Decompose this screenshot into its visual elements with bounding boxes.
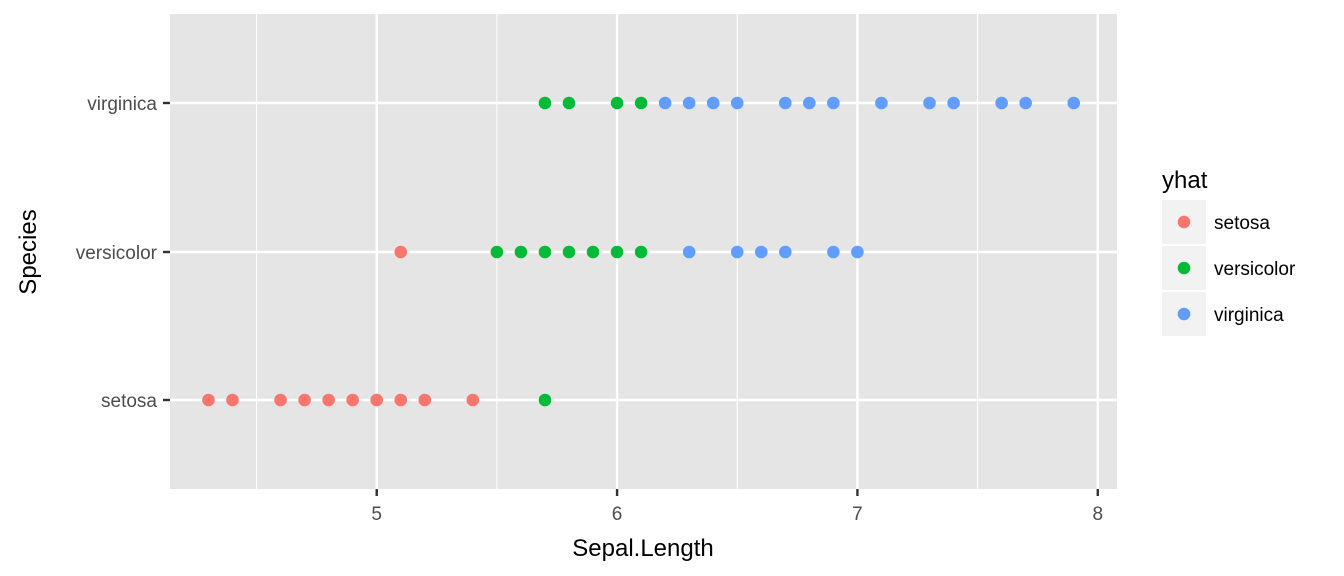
y-axis-title: Species	[15, 209, 42, 294]
data-point-versicolor	[610, 245, 624, 259]
data-point-virginica	[682, 96, 696, 110]
data-point-virginica	[875, 96, 888, 110]
data-points	[202, 96, 1081, 407]
data-point-setosa	[370, 393, 384, 407]
legend-swatch-virginica	[1177, 307, 1191, 321]
data-point-virginica	[754, 245, 768, 259]
axis-ticks: 5 6 7 8 setosa versicolor virginica	[76, 94, 1103, 525]
data-point-setosa	[418, 393, 432, 407]
data-point-virginica	[851, 245, 864, 259]
data-point-virginica	[995, 96, 1008, 110]
x-tick-label: 7	[852, 504, 863, 525]
legend: yhat setosa versicolor virginica	[1162, 167, 1296, 336]
legend-label-versicolor: versicolor	[1214, 259, 1296, 280]
y-tick-label-setosa: setosa	[101, 391, 157, 412]
data-point-virginica	[682, 245, 696, 259]
data-point-virginica	[827, 96, 840, 110]
legend-label-virginica: virginica	[1214, 305, 1284, 326]
x-tick-label: 8	[1092, 504, 1103, 525]
data-point-versicolor	[610, 96, 624, 110]
data-point-virginica	[779, 96, 792, 110]
data-point-versicolor	[538, 393, 552, 407]
data-point-virginica	[827, 245, 840, 259]
x-tick-label: 5	[371, 504, 382, 525]
data-point-versicolor	[562, 245, 576, 259]
data-point-setosa	[202, 393, 215, 407]
data-point-virginica	[779, 245, 792, 259]
data-point-versicolor	[562, 96, 576, 110]
data-point-virginica	[947, 96, 960, 110]
data-point-setosa	[394, 393, 408, 407]
data-point-versicolor	[634, 245, 648, 259]
data-point-virginica	[706, 96, 720, 110]
data-point-virginica	[730, 96, 744, 110]
data-point-setosa	[274, 393, 287, 407]
y-tick-label-versicolor: versicolor	[76, 243, 158, 264]
data-point-versicolor	[634, 96, 648, 110]
data-point-setosa	[322, 393, 335, 407]
data-point-virginica	[1019, 96, 1032, 110]
x-axis-title: Sepal.Length	[572, 535, 713, 562]
data-point-virginica	[658, 96, 672, 110]
legend-title: yhat	[1162, 167, 1208, 194]
data-point-setosa	[466, 393, 480, 407]
legend-swatch-setosa	[1177, 215, 1191, 229]
data-point-setosa	[346, 393, 359, 407]
y-tick-label-virginica: virginica	[87, 94, 157, 115]
data-point-virginica	[1067, 96, 1081, 110]
data-point-versicolor	[538, 96, 552, 110]
data-point-virginica	[803, 96, 816, 110]
data-point-versicolor	[586, 245, 600, 259]
data-point-virginica	[923, 96, 936, 110]
data-point-setosa	[298, 393, 311, 407]
data-point-setosa	[226, 393, 239, 407]
x-tick-label: 6	[612, 504, 623, 525]
data-point-versicolor	[538, 245, 552, 259]
data-point-virginica	[730, 245, 744, 259]
data-point-versicolor	[514, 245, 528, 259]
data-point-versicolor	[490, 245, 504, 259]
legend-label-setosa: setosa	[1214, 213, 1270, 234]
data-point-setosa	[394, 245, 408, 259]
legend-swatch-versicolor	[1177, 261, 1191, 275]
